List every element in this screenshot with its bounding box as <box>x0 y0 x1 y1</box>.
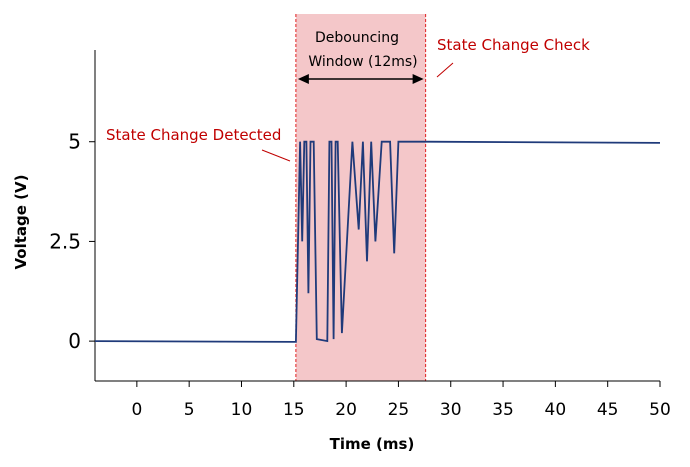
window-arrow-left-head <box>297 74 309 84</box>
x-tick-label: 5 <box>184 400 195 420</box>
window-label-line2: Window (12ms) <box>308 54 417 70</box>
state-change-check-label: State Change Check <box>437 36 590 54</box>
y-tick-label: 5 <box>68 130 81 154</box>
x-tick-label: 20 <box>335 400 357 420</box>
x-tick-label: 50 <box>649 400 671 420</box>
state-change-detected-pointer <box>261 149 291 162</box>
state-change-check-pointer <box>436 62 454 78</box>
state-change-detected-label: State Change Detected <box>106 126 281 144</box>
x-axis: 0 5 10 15 20 25 30 35 40 45 50 <box>95 380 671 420</box>
y-axis-label: Voltage (V) <box>12 175 30 270</box>
y-tick-label: 2.5 <box>49 229 81 253</box>
y-tick-label: 0 <box>68 329 81 353</box>
x-tick-label: 25 <box>388 400 410 420</box>
x-tick-label: 40 <box>545 400 567 420</box>
x-tick-label: 0 <box>131 400 142 420</box>
x-tick-label: 35 <box>492 400 514 420</box>
x-tick-label: 45 <box>597 400 619 420</box>
x-axis-label: Time (ms) <box>330 435 415 453</box>
y-axis: 02.55 <box>49 50 96 381</box>
voltage-series-line <box>94 140 661 343</box>
x-tick-label: 10 <box>231 400 253 420</box>
window-arrow-right-head <box>412 74 424 84</box>
window-label-line1: Debouncing <box>315 30 399 46</box>
x-tick-label: 30 <box>440 400 462 420</box>
x-tick-label: 15 <box>283 400 305 420</box>
